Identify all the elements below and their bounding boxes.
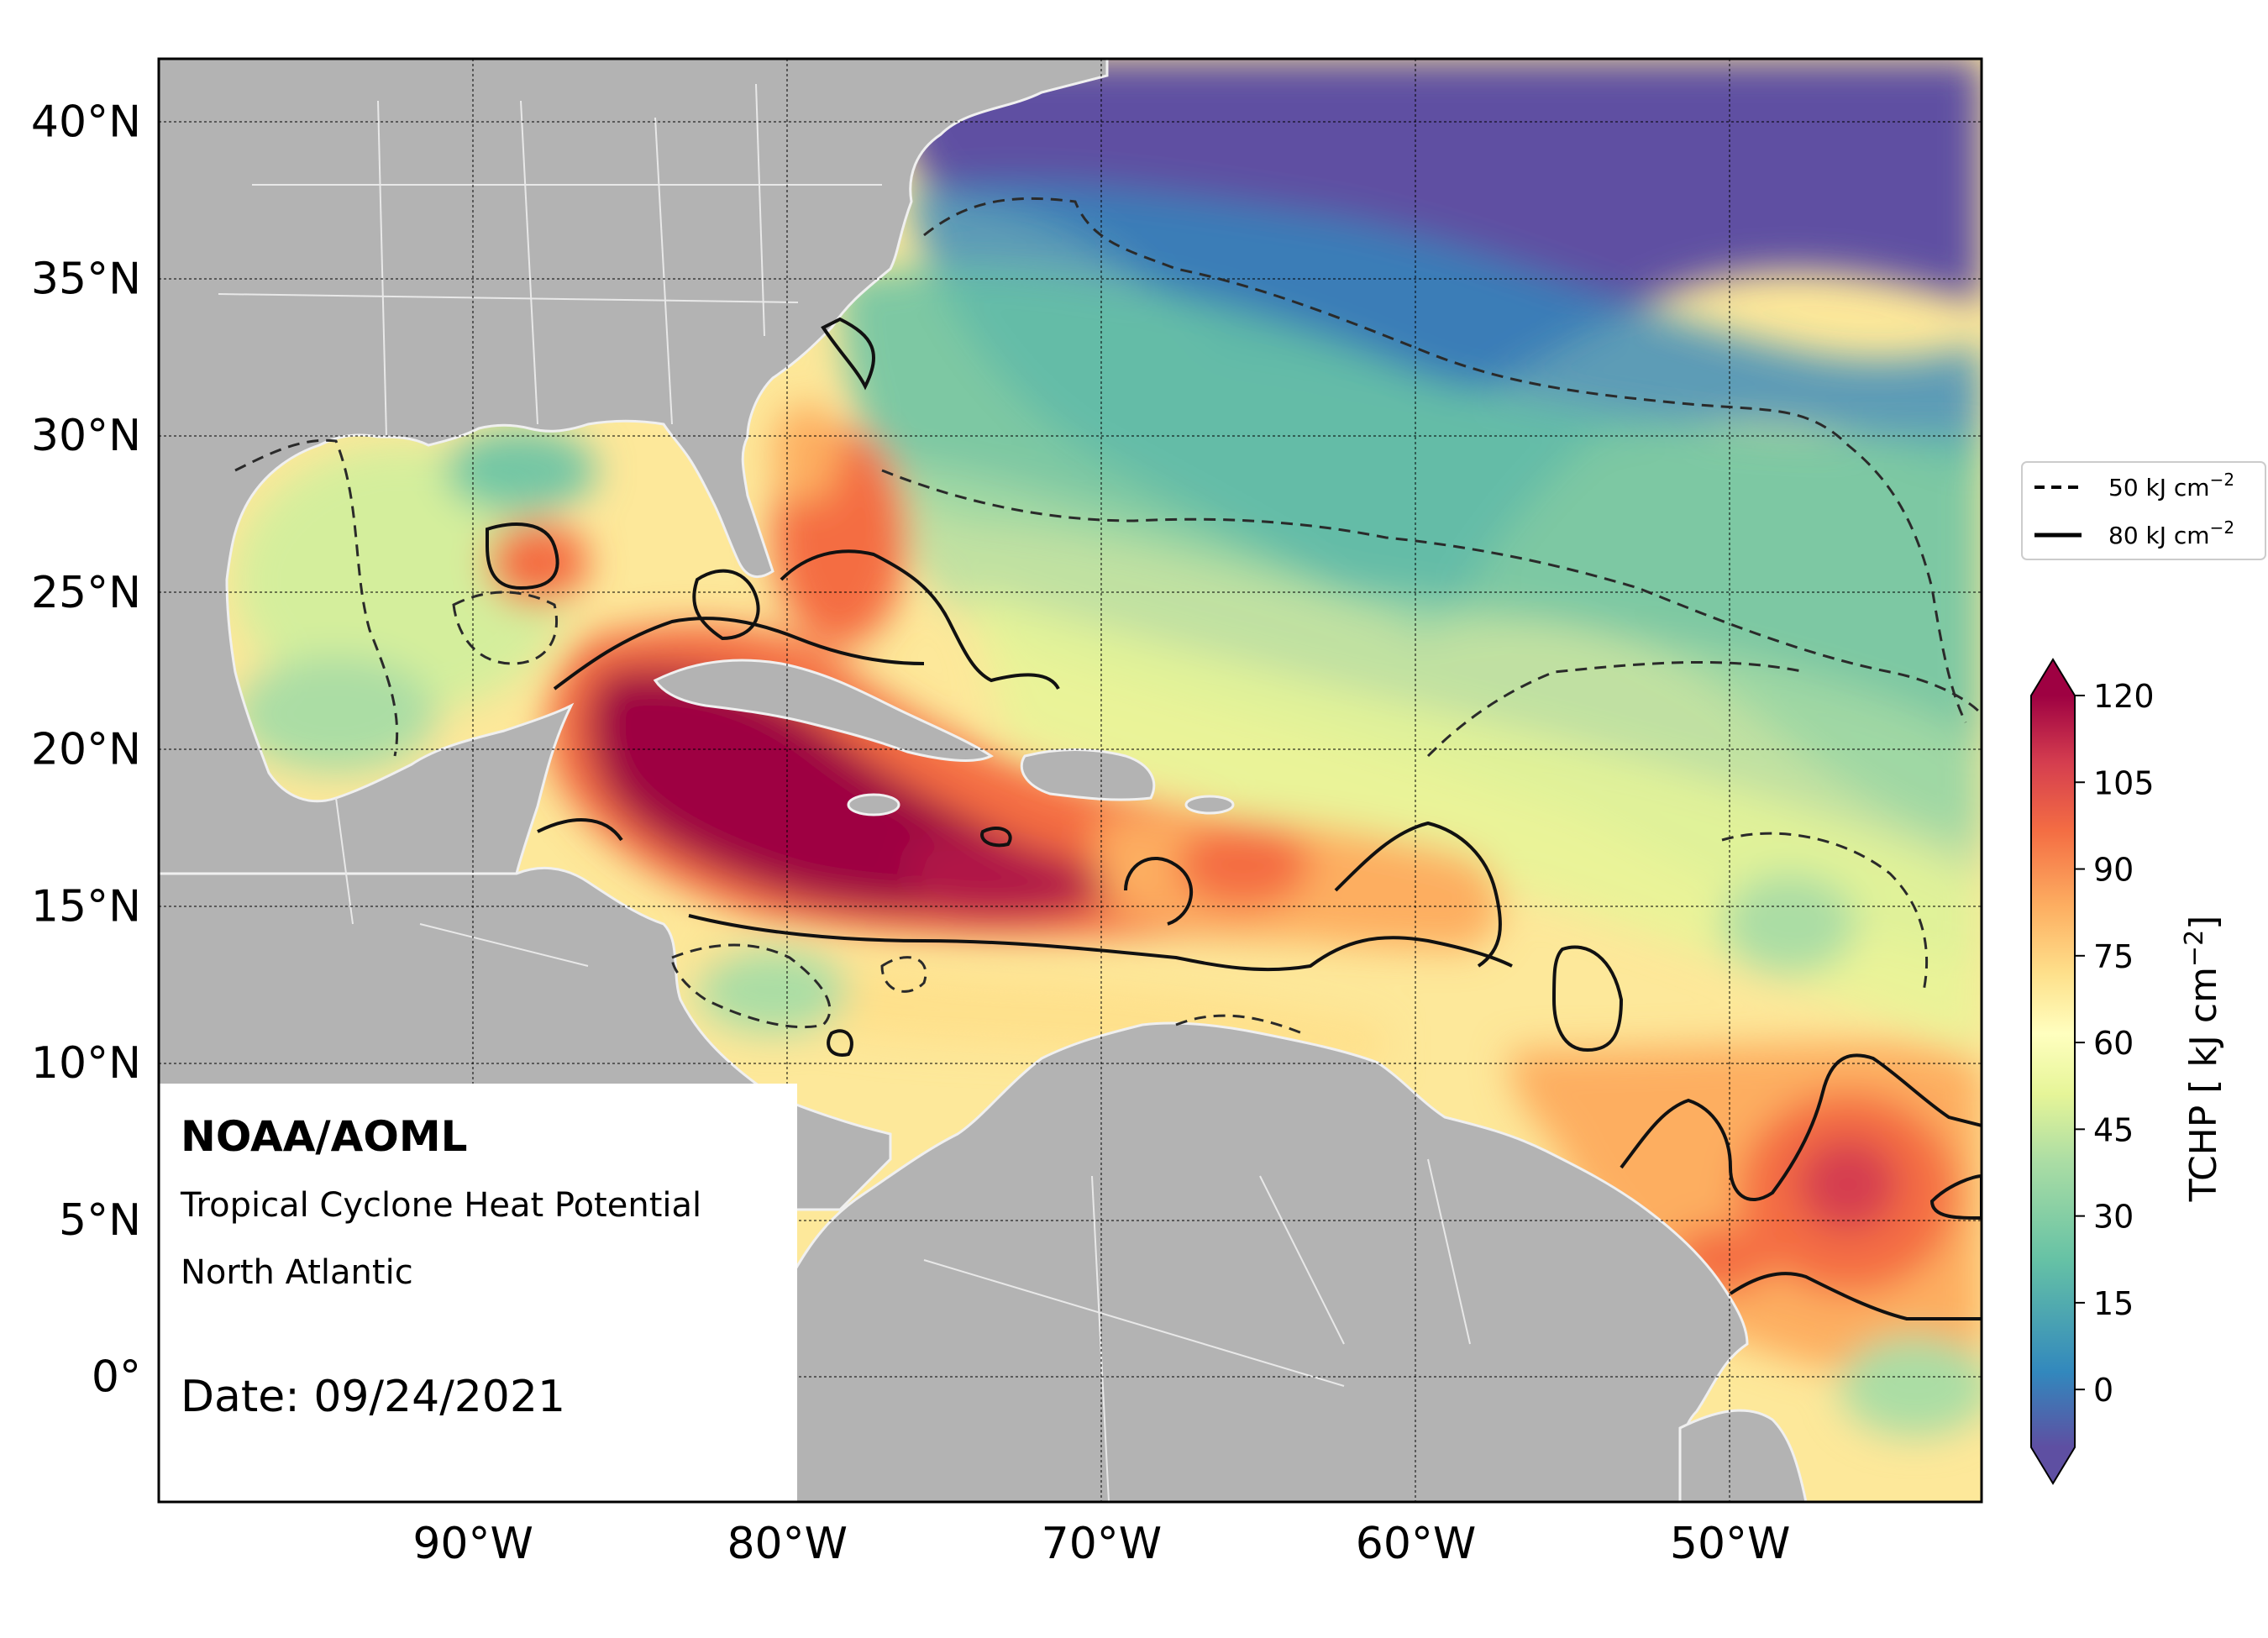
map-area: NOAA/AOML Tropical Cyclone Heat Potentia… — [159, 59, 1982, 1502]
lon-tick-1: 80°W — [727, 1519, 848, 1569]
lon-tick-0: 90°W — [412, 1519, 533, 1569]
contour-80 — [486, 317, 1982, 1320]
colorbar-tick-label-7: 15 — [2093, 1285, 2134, 1322]
lat-tick-0: 40°N — [31, 97, 141, 148]
colorbar-tick-label-8: 0 — [2093, 1372, 2113, 1409]
product-label: Tropical Cyclone Heat Potential — [180, 1186, 701, 1225]
lat-tick-5: 15°N — [31, 881, 141, 932]
lon-tick-3: 60°W — [1356, 1519, 1477, 1569]
colorbar-tick-label-5: 45 — [2093, 1111, 2134, 1148]
colorbar-ticks: 120 105 90 75 60 45 30 15 0 — [2075, 678, 2155, 1409]
region-label: North Atlantic — [181, 1253, 413, 1292]
annotation-box — [159, 1084, 797, 1502]
contour-50 — [234, 197, 1982, 1035]
lon-tick-4: 50°W — [1670, 1519, 1791, 1569]
legend-dashed-label: 50 kJ cm−2 — [2108, 470, 2234, 501]
lat-tick-8: 0° — [92, 1352, 141, 1403]
heat-field — [235, 59, 1982, 1436]
colorbar-gradient — [2031, 696, 2075, 1447]
colorbar-tick-label-0: 120 — [2093, 678, 2155, 715]
colorbar-tick-label-3: 75 — [2093, 938, 2134, 975]
lon-tick-2: 70°W — [1042, 1519, 1163, 1569]
colorbar: 120 105 90 75 60 45 30 15 0 TCHP [ kJ cm−2] — [2030, 658, 2225, 1485]
lat-tick-7: 5°N — [59, 1195, 141, 1246]
colorbar-tick-label-6: 30 — [2093, 1199, 2134, 1236]
contour-legend: 50 kJ cm−2 80 kJ cm−2 — [2021, 461, 2266, 560]
colorbar-min-arrow — [2031, 1447, 2075, 1483]
colorbar-max-arrow — [2031, 659, 2075, 696]
colorbar-tick-label-2: 90 — [2093, 852, 2134, 889]
map-frame — [157, 57, 1983, 1504]
colorbar-tick-label-1: 105 — [2093, 764, 2155, 801]
lat-tick-1: 35°N — [31, 254, 141, 304]
political-borders — [218, 83, 1471, 1502]
lat-tick-4: 20°N — [31, 725, 141, 775]
lat-tick-2: 30°N — [31, 411, 141, 461]
latitude-tick-labels: 40°N 35°N 30°N 25°N 20°N 15°N 10°N 5°N 0° — [31, 97, 141, 1403]
legend-solid-label: 80 kJ cm−2 — [2108, 517, 2234, 549]
date-label: Date: 09/24/2021 — [181, 1372, 565, 1422]
colorbar-label: TCHP [ kJ cm−2] — [2180, 916, 2225, 1203]
lat-tick-3: 25°N — [31, 568, 141, 618]
longitude-tick-labels: 90°W 80°W 70°W 60°W 50°W — [412, 1519, 1790, 1569]
colorbar-tick-label-4: 60 — [2093, 1025, 2134, 1062]
legend-box — [2021, 461, 2266, 560]
lat-tick-6: 10°N — [31, 1038, 141, 1089]
agency-label: NOAA/AOML — [181, 1112, 467, 1161]
